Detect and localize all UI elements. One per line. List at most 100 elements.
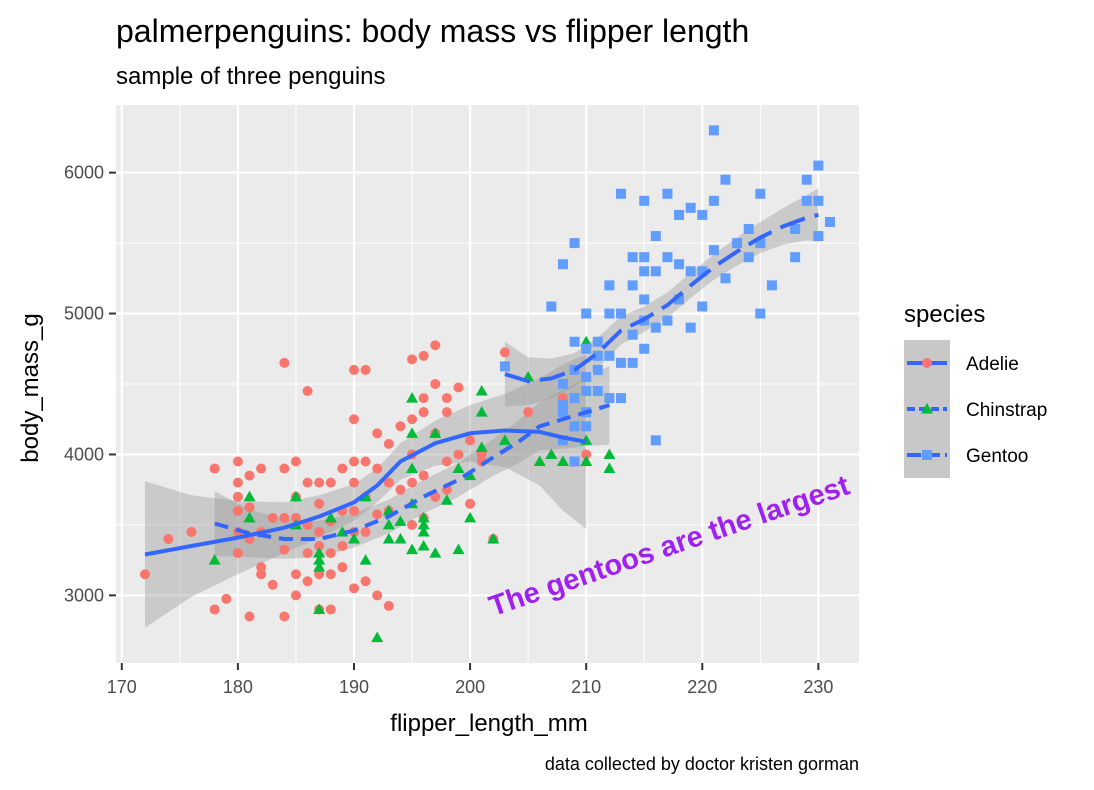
data-point-gentoo [743, 252, 754, 263]
data-point-chinstrap [580, 335, 593, 347]
data-point-adelie [430, 340, 441, 351]
data-point-adelie [302, 576, 313, 587]
data-point-adelie [372, 590, 383, 601]
data-point-gentoo [592, 350, 603, 361]
data-point-adelie [337, 562, 348, 573]
data-point-gentoo [557, 379, 568, 389]
data-point-gentoo [697, 266, 708, 277]
data-point-adelie [302, 548, 313, 559]
data-point-chinstrap [208, 554, 221, 565]
data-point-adelie [314, 541, 325, 552]
data-point-gentoo [790, 224, 801, 234]
legend-label-adelie: Adelie [966, 354, 1019, 375]
axes: 170 180 190 200 210 220 230 3000 4000 5000 6000 [64, 163, 833, 697]
data-point-gentoo [616, 188, 627, 199]
smooth-line-chinstrap [214, 403, 610, 541]
data-point-chinstrap [394, 515, 407, 526]
data-point-gentoo [557, 407, 568, 418]
smooth-line-gentoo [504, 212, 819, 384]
data-point-adelie [267, 512, 278, 523]
data-point-adelie [325, 548, 336, 559]
data-point-gentoo [650, 266, 661, 277]
data-point-gentoo [557, 259, 568, 270]
data-point-chinstrap [475, 441, 488, 452]
data-point-adelie [441, 393, 452, 404]
legend: species Adelie Chinstrap Gentoo [904, 301, 1047, 478]
data-point-adelie [372, 509, 383, 520]
x-tick-label: 230 [803, 677, 833, 697]
data-point-chinstrap [417, 518, 430, 530]
data-point-gentoo [616, 393, 627, 404]
data-point-adelie [395, 484, 406, 495]
data-point-adelie [348, 477, 359, 488]
legend-label-chinstrap: Chinstrap [966, 400, 1047, 421]
data-point-gentoo [813, 160, 824, 171]
data-point-chinstrap [313, 547, 326, 558]
data-point-gentoo [790, 252, 801, 263]
data-point-chinstrap [464, 511, 477, 523]
data-point-adelie [441, 407, 452, 418]
data-point-gentoo [708, 245, 719, 256]
x-tick-label: 210 [571, 677, 601, 697]
chart-title: palmerpenguins: body mass vs flipper len… [116, 13, 749, 49]
data-point-gentoo [639, 195, 650, 206]
data-point-gentoo [685, 202, 696, 213]
y-tick-label: 4000 [64, 444, 104, 464]
data-point-gentoo [581, 371, 592, 382]
data-point-gentoo [569, 336, 580, 347]
legend-marker-chinstrap [921, 403, 933, 414]
data-point-gentoo [569, 421, 580, 432]
data-point-adelie [302, 386, 313, 397]
x-tick-label: 170 [107, 677, 137, 697]
data-point-adelie [232, 548, 243, 559]
legend-title: species [904, 301, 985, 328]
data-point-adelie [256, 463, 267, 474]
data-point-chinstrap [545, 448, 558, 459]
data-point-gentoo [616, 308, 627, 319]
data-point-adelie [348, 505, 359, 516]
data-point-adelie [290, 590, 301, 601]
data-point-adelie [383, 600, 394, 611]
plot-panel: The gentoos are the largest [116, 105, 859, 663]
data-point-chinstrap [417, 511, 430, 523]
data-point-adelie [581, 449, 592, 460]
x-tick-label: 220 [687, 677, 717, 697]
data-point-gentoo [755, 308, 766, 319]
data-point-gentoo [604, 280, 615, 291]
data-point-gentoo [650, 231, 661, 242]
data-point-chinstrap [464, 469, 477, 481]
data-point-gentoo [720, 273, 731, 284]
data-point-adelie [267, 579, 278, 590]
data-point-gentoo [581, 386, 592, 397]
y-tick-label: 5000 [64, 304, 104, 324]
data-point-chinstrap [452, 543, 465, 555]
data-point-gentoo [813, 231, 824, 242]
data-point-chinstrap [313, 554, 326, 565]
data-point-gentoo [499, 361, 510, 372]
data-point-chinstrap [406, 392, 419, 403]
data-point-adelie [325, 477, 336, 488]
data-point-adelie [209, 604, 220, 615]
data-point-chinstrap [382, 518, 395, 530]
data-point-chinstrap [289, 490, 302, 502]
data-point-chinstrap [475, 385, 488, 396]
y-tick-label: 6000 [64, 163, 104, 183]
data-point-gentoo [662, 188, 673, 199]
legend-marker-adelie [922, 358, 932, 368]
data-point-adelie [348, 456, 359, 467]
data-point-adelie [372, 463, 383, 474]
chart-subtitle: sample of three penguins [116, 63, 386, 90]
data-point-adelie [407, 354, 418, 365]
data-point-chinstrap [243, 511, 256, 523]
data-point-gentoo [569, 238, 580, 249]
data-point-adelie [337, 541, 348, 552]
data-point-gentoo [801, 195, 812, 206]
data-point-adelie [383, 438, 394, 449]
data-point-gentoo [708, 125, 719, 136]
data-point-chinstrap [406, 427, 419, 438]
data-point-adelie [232, 477, 243, 488]
smooth-line-adelie [144, 428, 587, 557]
data-point-gentoo [743, 224, 754, 234]
data-point-gentoo [639, 252, 650, 263]
